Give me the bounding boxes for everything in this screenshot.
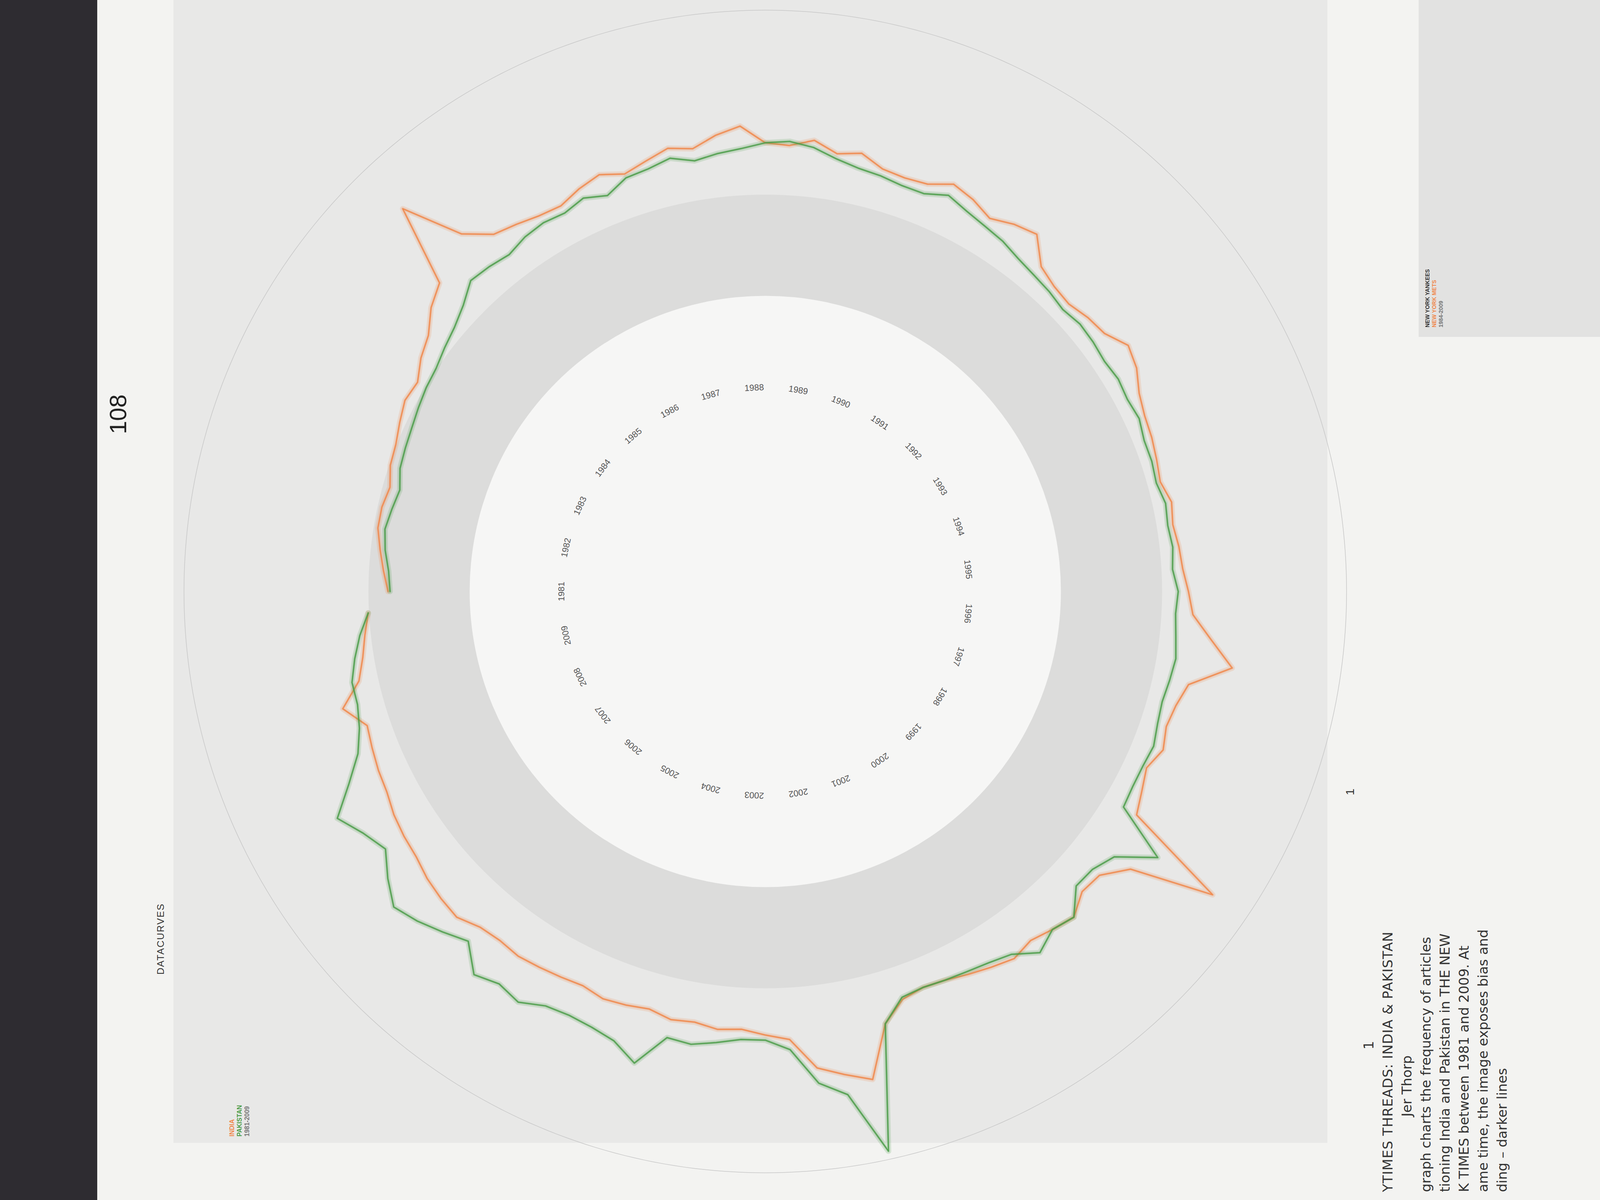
svg-text:1996: 1996 (962, 603, 975, 624)
svg-text:2006: 2006 (622, 736, 644, 758)
html-text:1984-2009: 1984-2009 (1437, 300, 1445, 328)
html-text:graph charts the frequency of: graph charts the frequency of articles (1417, 936, 1434, 1193)
svg-text:1997: 1997 (950, 646, 967, 668)
html-text:INDIA: INDIA (228, 1119, 236, 1137)
svg-text:1998: 1998 (930, 685, 950, 708)
svg-text:1988: 1988 (744, 382, 765, 394)
svg-text:2003: 2003 (744, 789, 765, 801)
svg-text:1985: 1985 (622, 425, 644, 447)
svg-text:1991: 1991 (869, 413, 891, 433)
svg-text:1989: 1989 (788, 383, 809, 397)
svg-text:1994: 1994 (950, 515, 967, 537)
svg-text:1981: 1981 (556, 581, 567, 602)
svg-text:1984: 1984 (592, 457, 613, 479)
html-text:1: 1 (1360, 1040, 1377, 1050)
svg-text:1995: 1995 (962, 559, 975, 580)
svg-text:2004: 2004 (700, 780, 722, 796)
svg-text:2001: 2001 (830, 773, 852, 790)
html-text:ame time, the image exposes bi: ame time, the image exposes bias and (1475, 929, 1491, 1193)
html-text:1: 1 (1343, 788, 1357, 796)
html-text:DATACURVES: DATACURVES (155, 903, 166, 975)
svg-text:2000: 2000 (869, 750, 891, 770)
svg-text:1982: 1982 (559, 536, 574, 558)
html-text:K TIMES between 1981 and 2009.: K TIMES between 1981 and 2009. At (1455, 945, 1472, 1193)
svg-text:2007: 2007 (592, 704, 613, 726)
html-text:tioning India and Pakistan in: tioning India and Pakistan in THE NEW (1436, 933, 1453, 1193)
svg-text:2009: 2009 (559, 625, 574, 647)
svg-text:2002: 2002 (788, 786, 809, 800)
html-text:YTIMES THREADS: INDIA & PAKIST: YTIMES THREADS: INDIA & PAKISTAN (1379, 931, 1396, 1193)
html-text:ding – darker lines: ding – darker lines (1494, 1068, 1510, 1193)
svg-text:1993: 1993 (930, 475, 950, 498)
html-text:108: 108 (104, 394, 132, 435)
html-text:PAKISTAN: PAKISTAN (236, 1105, 243, 1137)
svg-text:1983: 1983 (571, 494, 589, 517)
html-text:Jer Thorp: Jer Thorp (1398, 1055, 1415, 1117)
svg-text:1999: 1999 (903, 721, 924, 743)
svg-text:1987: 1987 (700, 387, 722, 402)
svg-text:2008: 2008 (571, 666, 589, 689)
html-text:1981-2009: 1981-2009 (243, 1106, 251, 1137)
html-text:NEW YORK YANKEES: NEW YORK YANKEES (1424, 269, 1431, 328)
html-text:NEW YORK METS: NEW YORK METS (1430, 279, 1438, 328)
svg-text:1992: 1992 (903, 440, 924, 462)
svg-text:2005: 2005 (658, 763, 681, 781)
svg-text:1986: 1986 (658, 401, 681, 420)
svg-text:1990: 1990 (830, 393, 852, 410)
